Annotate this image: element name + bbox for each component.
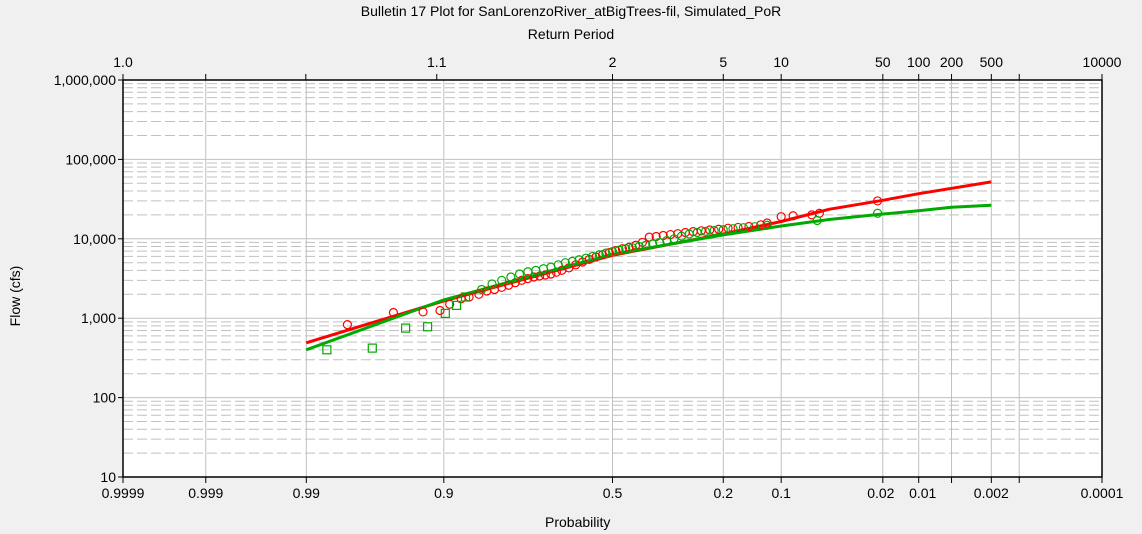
probability-axis-title: Probability [545, 514, 611, 530]
svg-text:1,000: 1,000 [81, 310, 116, 326]
svg-text:0.9: 0.9 [434, 485, 454, 501]
svg-text:0.1: 0.1 [771, 485, 791, 501]
svg-text:200: 200 [940, 54, 964, 70]
svg-text:0.999: 0.999 [188, 485, 223, 501]
svg-text:2: 2 [609, 54, 617, 70]
svg-text:10: 10 [100, 469, 116, 485]
svg-text:1.1: 1.1 [427, 54, 447, 70]
svg-text:0.0001: 0.0001 [1081, 485, 1124, 501]
svg-text:1.0: 1.0 [113, 54, 133, 70]
svg-text:0.9999: 0.9999 [102, 485, 145, 501]
svg-text:500: 500 [980, 54, 1004, 70]
svg-text:100: 100 [907, 54, 931, 70]
svg-text:10000: 10000 [1083, 54, 1122, 70]
svg-text:0.2: 0.2 [714, 485, 734, 501]
svg-text:100,000: 100,000 [65, 151, 116, 167]
svg-text:50: 50 [875, 54, 891, 70]
svg-text:0.5: 0.5 [603, 485, 623, 501]
svg-text:10,000: 10,000 [73, 231, 116, 247]
svg-text:100: 100 [93, 390, 117, 406]
svg-text:0.99: 0.99 [293, 485, 320, 501]
svg-text:1,000,000: 1,000,000 [54, 72, 116, 88]
grid-lines [123, 79, 1102, 478]
return-period-axis-title: Return Period [527, 26, 615, 42]
data-series [305, 180, 992, 355]
svg-text:0.002: 0.002 [974, 485, 1009, 501]
svg-text:5: 5 [719, 54, 727, 70]
chart-title: Bulletin 17 Plot for SanLorenzoRiver_atB… [360, 3, 782, 19]
svg-text:0.02: 0.02 [867, 485, 894, 501]
svg-text:0.01: 0.01 [909, 485, 936, 501]
svg-text:10: 10 [773, 54, 789, 70]
